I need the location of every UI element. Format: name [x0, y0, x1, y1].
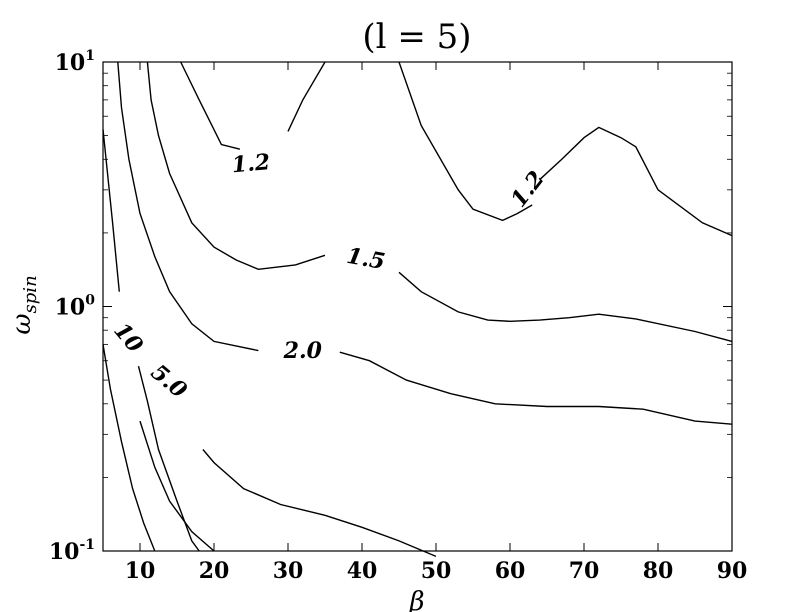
- y-tick-label: 10-1: [49, 537, 95, 565]
- contour-line: [102, 129, 120, 292]
- contour-line: [398, 61, 533, 222]
- plot-frame: [102, 61, 733, 552]
- contour-line: [539, 126, 733, 237]
- contour-label: 1.2: [231, 149, 271, 178]
- contour-line: [202, 449, 437, 558]
- axes: [102, 61, 733, 552]
- x-tick-label: 50: [421, 558, 452, 584]
- x-axis-label: β: [408, 587, 424, 612]
- contour-line: [180, 61, 241, 150]
- x-tick-label: 30: [273, 558, 304, 584]
- y-axis-label: ωspin: [7, 275, 41, 334]
- contour-line: [117, 61, 259, 352]
- contour-labels: 1.2 1.2 1.5 2.0 105.0: [108, 149, 549, 404]
- contour-label: 1.2: [506, 166, 550, 212]
- tick-labels: 10 20 30 40 50 60 70 80 90 10-1 100 101: [49, 48, 748, 584]
- x-tick-label: 60: [495, 558, 526, 584]
- chart-title: (l = 5): [362, 17, 471, 57]
- contour-label: 2.0: [283, 338, 323, 364]
- x-tick-label: 10: [125, 558, 156, 584]
- y-axis-label-sub: spin: [20, 275, 41, 313]
- contour-line: [287, 61, 326, 132]
- y-axis-label-main: ω: [7, 313, 37, 334]
- contour-label: 1.5: [345, 243, 387, 275]
- x-tick-label: 90: [717, 558, 748, 584]
- contour-label: 10: [108, 318, 148, 359]
- contour-line: [139, 420, 215, 552]
- y-tick-label: 100: [55, 293, 96, 321]
- svg-text:ωspin: ωspin: [7, 275, 41, 334]
- x-tick-label: 80: [643, 558, 674, 584]
- contour-line: [146, 61, 326, 271]
- x-tick-label: 70: [569, 558, 600, 584]
- contour-line: [137, 366, 200, 552]
- contour-line: [339, 351, 733, 425]
- contour-lines: [102, 61, 733, 558]
- x-tick-label: 20: [199, 558, 230, 584]
- contour-line: [102, 344, 156, 552]
- x-tick-label: 40: [347, 558, 378, 584]
- contour-line: [398, 271, 733, 343]
- contour-label: 5.0: [146, 359, 193, 404]
- y-tick-label: 101: [55, 48, 95, 76]
